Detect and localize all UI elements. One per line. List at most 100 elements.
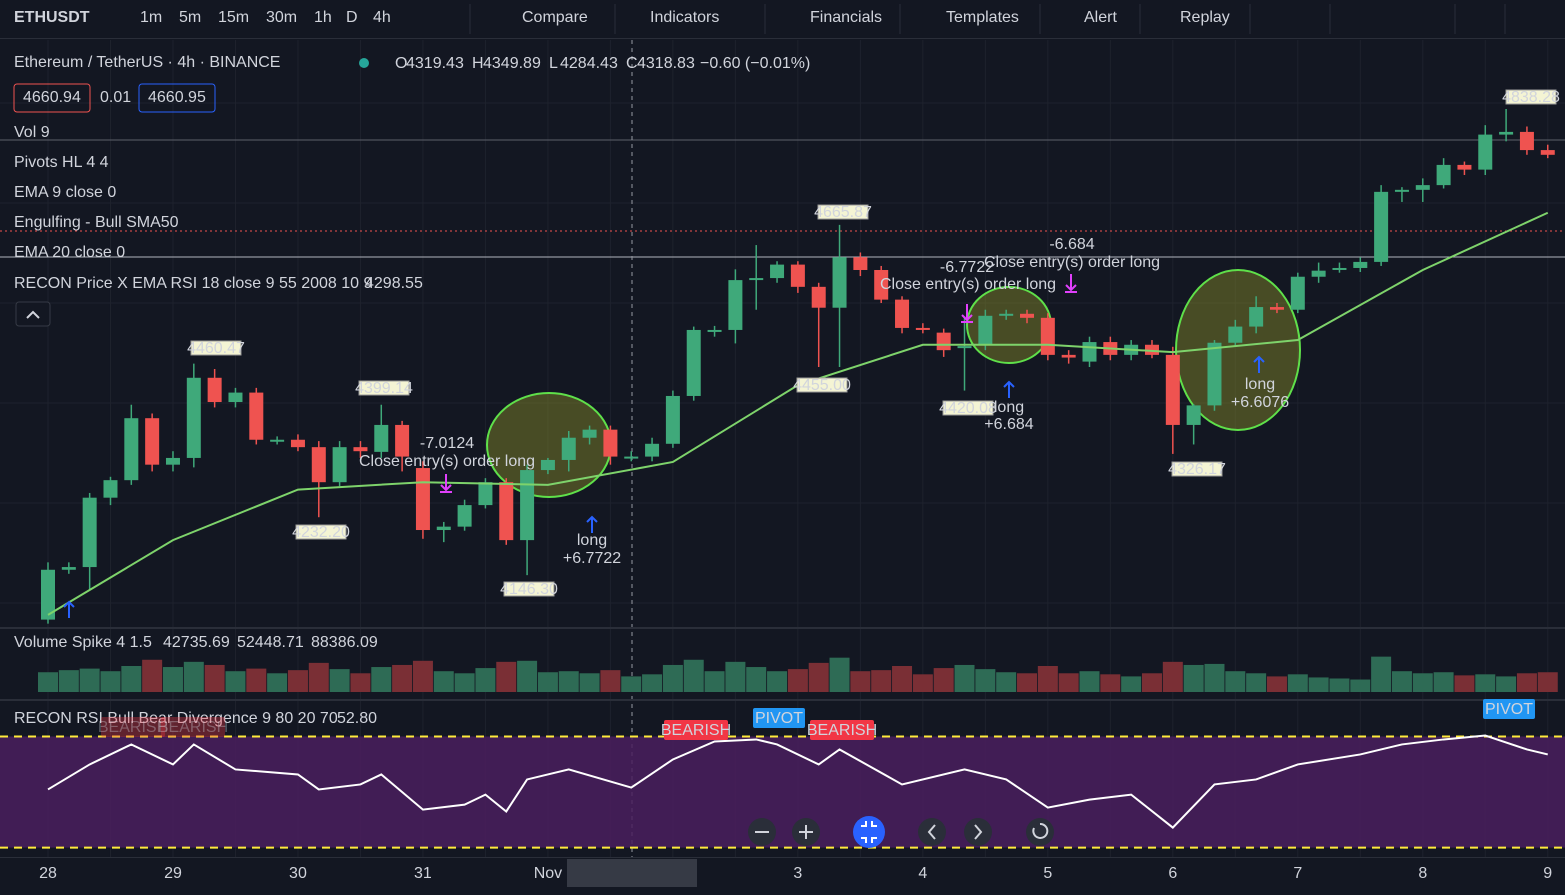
scroll-right-button[interactable]	[964, 818, 992, 846]
volume-bar	[892, 666, 913, 692]
spread: 0.01	[100, 89, 131, 106]
icon	[974, 824, 983, 840]
candle-body	[499, 482, 514, 541]
volume-bar	[1308, 677, 1329, 692]
pivot-box	[503, 581, 555, 597]
candle-body	[957, 346, 972, 349]
candle-body	[1061, 354, 1076, 358]
candle-body	[707, 329, 722, 332]
volume-bar	[642, 674, 663, 692]
interval-button[interactable]: 15m	[218, 9, 249, 26]
refresh-button[interactable]	[1026, 818, 1054, 846]
candle-body	[395, 424, 410, 457]
pivot-label: 4399.14	[355, 380, 413, 397]
candle-body	[332, 447, 347, 483]
candle-body	[603, 429, 618, 457]
toolbar-button[interactable]: Alert	[1084, 9, 1117, 26]
pane-value: 88386.09	[311, 634, 378, 651]
strategy-label: +6.7722	[563, 550, 621, 567]
scroll-left-button[interactable]	[918, 818, 946, 846]
volume-bar	[1496, 676, 1517, 692]
pivot-label: 4232.20	[292, 524, 350, 541]
ohlc-key: C	[626, 55, 638, 72]
interval-button[interactable]: D	[346, 9, 358, 26]
volume-bar	[1516, 673, 1537, 692]
candle-body	[540, 459, 555, 471]
volume-bar	[1225, 671, 1246, 692]
pane-title: Volume Spike 4 1.5	[14, 634, 152, 651]
interval-button[interactable]: 4h	[373, 9, 391, 26]
ask[interactable]: 4660.95	[148, 89, 206, 106]
signal-tag-label: PIVOT	[755, 710, 803, 727]
time-axis	[0, 857, 1565, 895]
volume-bar	[933, 668, 954, 692]
volume-bar	[496, 661, 517, 692]
volume-bar	[621, 676, 642, 692]
candle-body	[770, 264, 785, 279]
volume-bar	[225, 671, 246, 692]
strategy-label: long	[577, 532, 607, 549]
candle-body	[1040, 317, 1055, 355]
interval-button[interactable]: 5m	[179, 9, 201, 26]
x-tick-label: 30	[289, 865, 307, 882]
volume-bar	[100, 671, 121, 692]
interval-button[interactable]: 1m	[140, 9, 162, 26]
signal-tag	[810, 720, 874, 740]
volume-bar	[454, 673, 475, 692]
candle-body	[1478, 134, 1493, 170]
pivot-box	[1505, 89, 1557, 105]
study-legend: EMA 20 close 0	[14, 244, 125, 261]
volume-bar	[1017, 673, 1038, 692]
chart-layer: ETHUSDT 1m 5m 15m 30m 1h D 4h Compare Indicators F…	[0, 4, 1565, 882]
volume-bar	[1246, 673, 1267, 692]
volume-bar	[829, 657, 850, 692]
study-legend: Engulfing - Bull SMA50	[14, 214, 179, 231]
volume-bar	[58, 670, 79, 692]
candle-body	[645, 443, 660, 457]
toolbar-button[interactable]: Indicators	[650, 9, 719, 26]
pivot-label: 4420.08	[939, 400, 997, 417]
pivot-label: 4665.87	[814, 204, 872, 221]
bid-box	[13, 83, 91, 113]
bid[interactable]: 4660.94	[23, 89, 81, 106]
study-legend: Vol 9	[14, 124, 50, 141]
candle-body	[624, 456, 639, 459]
strategy-label: -6.7722	[940, 259, 994, 276]
strategy-label: long	[1245, 376, 1275, 393]
x-tick-label: 7	[1293, 865, 1302, 882]
toolbar-button[interactable]: Templates	[946, 9, 1019, 26]
volume-bar	[267, 673, 288, 692]
symbol[interactable]: ETHUSDT	[14, 9, 90, 26]
candle-body	[145, 418, 160, 465]
candle-body	[1311, 270, 1326, 277]
volume-bar	[204, 664, 225, 692]
strategy-label: +6.6076	[1231, 394, 1289, 411]
candle-body	[665, 395, 680, 444]
interval-button[interactable]: 30m	[266, 9, 297, 26]
interval-button[interactable]: 1h	[314, 9, 332, 26]
volume-bar	[1121, 676, 1142, 692]
toolbar-button[interactable]: Compare	[522, 9, 588, 26]
exit-arrow	[961, 304, 973, 323]
market-status	[359, 58, 369, 68]
candle-body	[728, 280, 743, 330]
icon	[927, 824, 936, 840]
x-tick-label: 29	[164, 865, 182, 882]
icon	[26, 310, 40, 319]
reset-button[interactable]	[853, 816, 885, 848]
candle-body	[1207, 342, 1222, 406]
volume-bar	[767, 671, 788, 692]
pivot-box	[1171, 461, 1223, 477]
pane-value: 52448.71	[237, 634, 304, 651]
volume-bar	[412, 660, 433, 692]
volume-bar	[725, 661, 746, 692]
candle-body	[436, 526, 451, 531]
candle-body	[61, 567, 76, 570]
x-tick-label: 8	[1418, 865, 1427, 882]
toolbar-button[interactable]: Financials	[810, 9, 882, 26]
toolbar-button[interactable]: Replay	[1180, 9, 1230, 26]
candle-body	[686, 329, 701, 396]
collapse-button[interactable]	[15, 301, 51, 327]
pivot-label: 4326.17	[1168, 461, 1226, 478]
ohlc-key: L	[549, 55, 558, 72]
